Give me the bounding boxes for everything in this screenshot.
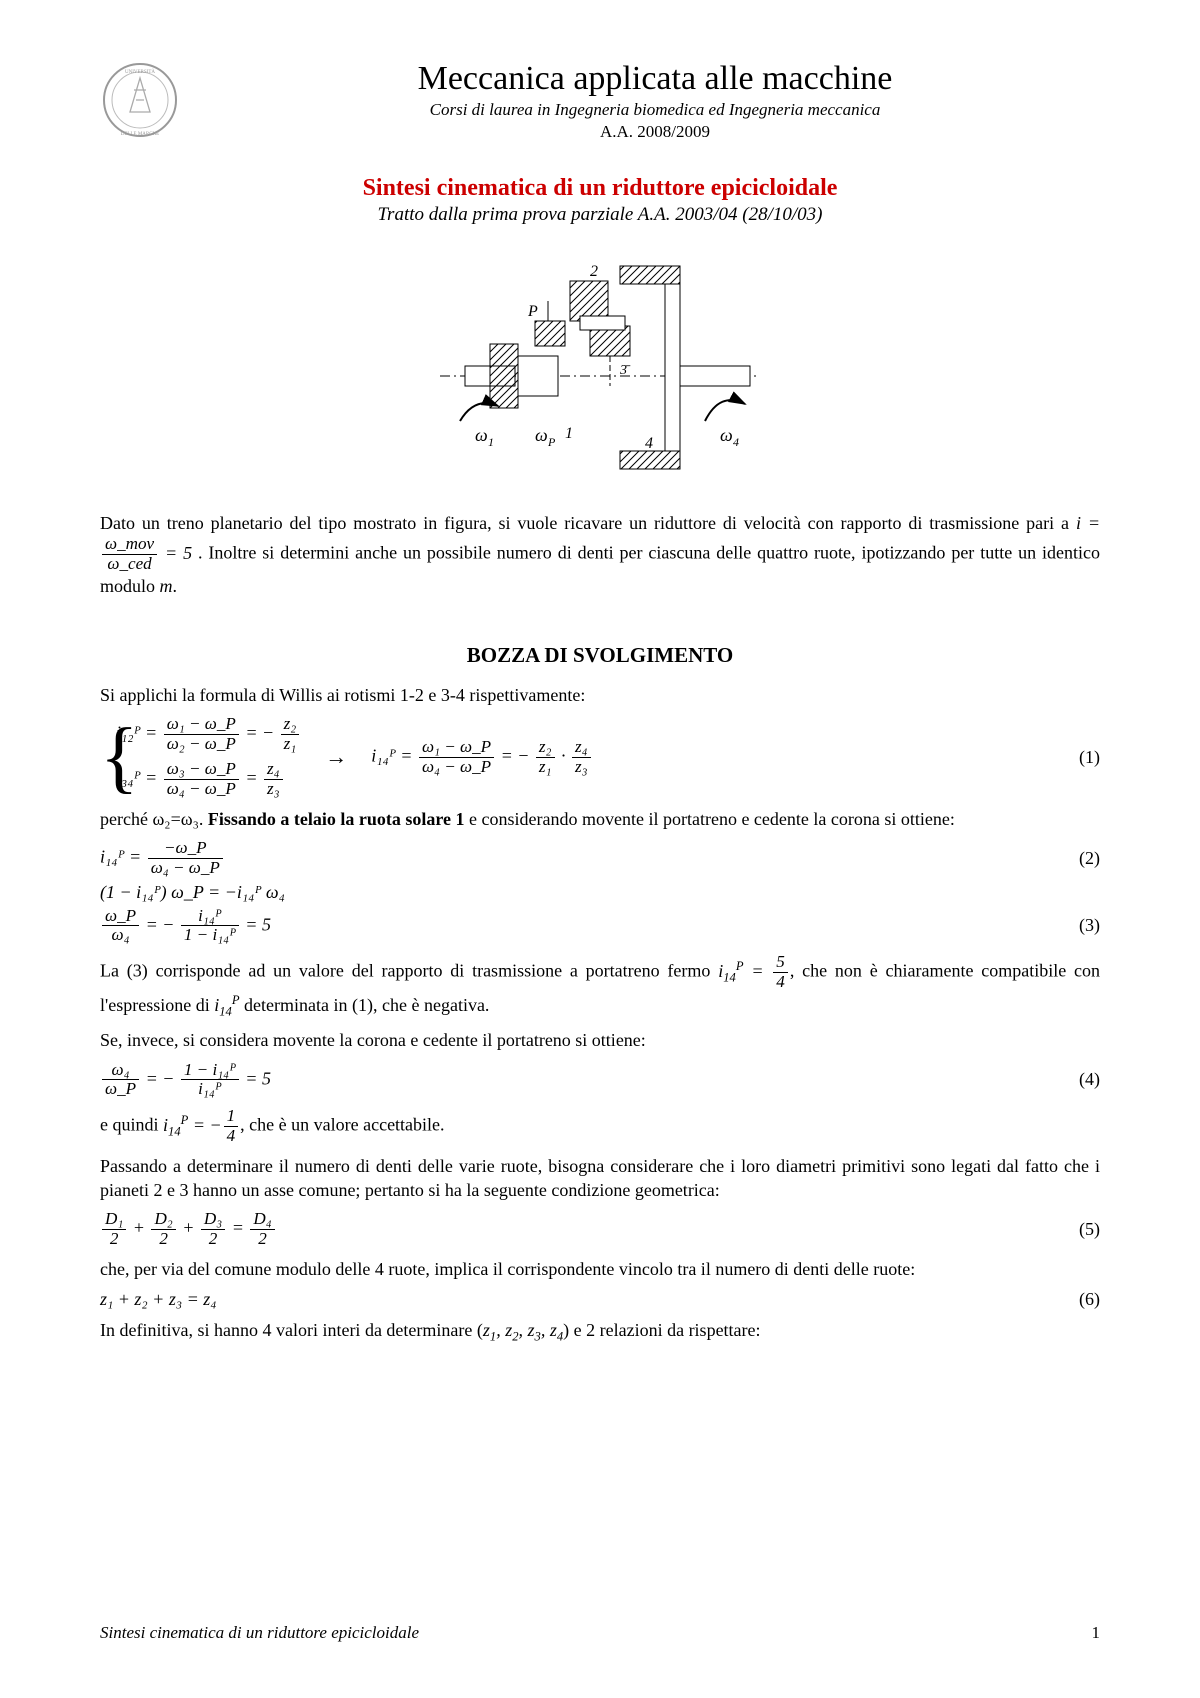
equation-5-number: (5) bbox=[1059, 1219, 1100, 1240]
equation-3: ω_Pω₄ = − i₁₄ᴾ1 − i₁₄ᴾ = 5 (3) bbox=[100, 907, 1100, 946]
page-number: 1 bbox=[1092, 1623, 1101, 1643]
seal-icon: UNIVERSITÀ DELLE MARCHE bbox=[100, 60, 180, 140]
academic-year: A.A. 2008/2009 bbox=[210, 122, 1100, 142]
para-6: Passando a determinare il numero di dent… bbox=[100, 1154, 1100, 1203]
para-8: In definitiva, si hanno 4 valori interi … bbox=[100, 1318, 1100, 1346]
problem-statement: Dato un treno planetario del tipo mostra… bbox=[100, 511, 1100, 598]
para-4: Se, invece, si considera movente la coro… bbox=[100, 1028, 1100, 1052]
equation-1: { i₁₂ᴾ = ω₁ − ω_Pω₂ − ω_P = − z₂z₁ i₃₄ᴾ … bbox=[100, 715, 1100, 798]
problem-text-b: . Inoltre si determini anche un possibil… bbox=[100, 543, 1100, 596]
document-page: UNIVERSITÀ DELLE MARCHE Meccanica applic… bbox=[0, 0, 1200, 1698]
svg-text:1: 1 bbox=[488, 435, 494, 449]
equation-1-number: (1) bbox=[1059, 747, 1100, 768]
equation-6-number: (6) bbox=[1059, 1289, 1100, 1310]
svg-text:P: P bbox=[547, 435, 556, 449]
main-title: Meccanica applicata alle macchine bbox=[210, 60, 1100, 98]
university-seal: UNIVERSITÀ DELLE MARCHE bbox=[100, 60, 180, 145]
page-footer: Sintesi cinematica di un riduttore epici… bbox=[100, 1623, 1100, 1643]
para-1: Si applichi la formula di Willis ai roti… bbox=[100, 683, 1100, 707]
svg-text:UNIVERSITÀ: UNIVERSITÀ bbox=[125, 69, 155, 75]
equation-2-number: (2) bbox=[1059, 848, 1100, 869]
svg-text:4: 4 bbox=[645, 435, 653, 452]
equation-2b: (1 − i₁₄ᴾ) ω_P = −i₁₄ᴾ ω₄ bbox=[100, 882, 1100, 903]
topic-subtitle: Tratto dalla prima prova parziale A.A. 2… bbox=[100, 204, 1100, 226]
subtitle: Corsi di laurea in Ingegneria biomedica … bbox=[210, 100, 1100, 120]
svg-text:DELLE MARCHE: DELLE MARCHE bbox=[121, 132, 159, 137]
gear-train-diagram: ω1 ωP 1 P 2 3̄ 4 ω4 bbox=[420, 246, 780, 486]
svg-text:2: 2 bbox=[590, 263, 598, 280]
figure-container: ω1 ωP 1 P 2 3̄ 4 ω4 bbox=[100, 246, 1100, 486]
svg-text:ω: ω bbox=[720, 425, 733, 445]
page-header: UNIVERSITÀ DELLE MARCHE Meccanica applic… bbox=[100, 60, 1100, 145]
equation-3-number: (3) bbox=[1059, 915, 1100, 936]
equation-5: D₁2 + D₂2 + D₃2 = D₄2 (5) bbox=[100, 1210, 1100, 1249]
svg-text:4: 4 bbox=[733, 435, 739, 449]
solution-heading: BOZZA DI SVOLGIMENTO bbox=[100, 643, 1100, 668]
arrow-icon: → bbox=[301, 744, 371, 770]
svg-text:1: 1 bbox=[565, 425, 573, 442]
para-7: che, per via del comune modulo delle 4 r… bbox=[100, 1257, 1100, 1281]
module-symbol: m bbox=[160, 576, 173, 596]
equation-4: ω₄ω_P = − 1 − i₁₄ᴾi₁₄ᴾ = 5 (4) bbox=[100, 1061, 1100, 1100]
footer-title: Sintesi cinematica di un riduttore epici… bbox=[100, 1623, 419, 1643]
para-5: e quindi i14P = −14, che è un valore acc… bbox=[100, 1107, 1100, 1146]
equation-2: i₁₄ᴾ = −ω_Pω₄ − ω_P (2) bbox=[100, 839, 1100, 878]
title-block: Meccanica applicata alle macchine Corsi … bbox=[210, 60, 1100, 142]
equation-4-number: (4) bbox=[1059, 1069, 1100, 1090]
svg-text:P: P bbox=[527, 303, 538, 320]
para-2: perché ω₂=ω₃. Fissando a telaio la ruota… bbox=[100, 807, 1100, 831]
svg-text:ω: ω bbox=[475, 425, 488, 445]
para-3: La (3) corrisponde ad un valore del rapp… bbox=[100, 953, 1100, 1020]
topic-title: Sintesi cinematica di un riduttore epici… bbox=[100, 175, 1100, 202]
equation-6: z₁ + z₂ + z₃ = z₄ (6) bbox=[100, 1289, 1100, 1310]
svg-text:ω: ω bbox=[535, 425, 548, 445]
problem-text-a: Dato un treno planetario del tipo mostra… bbox=[100, 513, 1076, 533]
